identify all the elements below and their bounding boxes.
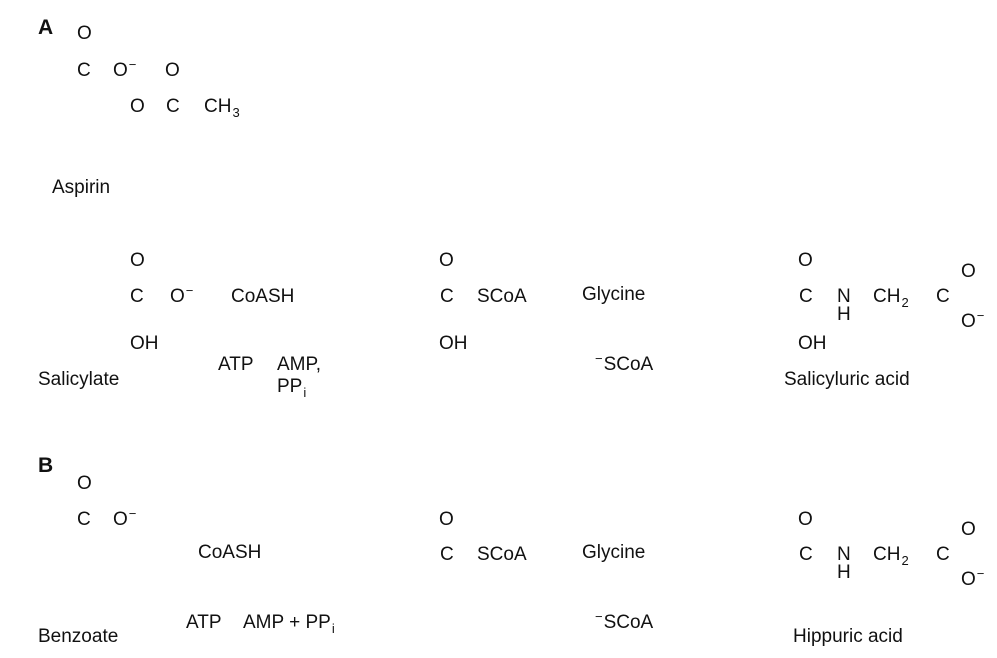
atom-o-minus: O− bbox=[170, 283, 194, 307]
panel-label-b: B bbox=[38, 454, 54, 477]
atom-c: C bbox=[77, 509, 91, 530]
compound-name-aspirin: Aspirin bbox=[52, 177, 111, 198]
atom-c-carboxyl: C bbox=[936, 286, 950, 307]
atom-c: C bbox=[440, 544, 454, 565]
reagent-glycine: Glycine bbox=[582, 542, 646, 563]
product-scoa-minus: −SCoA bbox=[595, 609, 654, 633]
atom-n: N bbox=[837, 286, 851, 307]
compound-name-salicyluric-acid: Salicyluric acid bbox=[784, 369, 910, 390]
atom-o: O bbox=[439, 509, 454, 530]
atom-o: O bbox=[961, 519, 976, 540]
group-oh: OH bbox=[439, 333, 468, 354]
atom-c: C bbox=[799, 544, 813, 565]
atom-c: C bbox=[130, 286, 144, 307]
atom-o: O bbox=[439, 250, 454, 271]
reagent-atp: ATP bbox=[218, 354, 254, 375]
compound-name-hippuric-acid: Hippuric acid bbox=[793, 626, 903, 647]
group-ch2: CH2 bbox=[873, 544, 909, 568]
reagent-glycine: Glycine bbox=[582, 284, 646, 305]
group-oh: OH bbox=[798, 333, 827, 354]
atom-o-minus: O− bbox=[961, 566, 985, 590]
atom-o: O bbox=[130, 250, 145, 271]
atom-o: O bbox=[77, 473, 92, 494]
product-amp: AMP, bbox=[277, 354, 322, 375]
atom-c: C bbox=[440, 286, 454, 307]
atom-o: O bbox=[961, 261, 976, 282]
compound-name-benzoate: Benzoate bbox=[38, 626, 119, 647]
product-ppi: PPi bbox=[277, 376, 307, 400]
atom-o-minus: O− bbox=[113, 506, 137, 530]
reagent-coash: CoASH bbox=[231, 286, 295, 307]
atom-c: C bbox=[799, 286, 813, 307]
atom-o-minus: O− bbox=[113, 57, 137, 81]
group-ch3: CH3 bbox=[204, 96, 240, 120]
atom-c-carboxyl: C bbox=[936, 544, 950, 565]
group-oh: OH bbox=[130, 333, 159, 354]
atom-o-carbonyl: O bbox=[165, 60, 180, 81]
atom-h: H bbox=[837, 304, 851, 325]
atom-o: O bbox=[77, 23, 92, 44]
atom-o-minus: O− bbox=[961, 308, 985, 332]
panel-label-a: A bbox=[38, 16, 54, 39]
atom-h: H bbox=[837, 562, 851, 583]
atom-o: O bbox=[798, 250, 813, 271]
product-amp-ppi: AMP + PPi bbox=[243, 612, 335, 636]
compound-name-salicylate: Salicylate bbox=[38, 369, 120, 390]
group-scoa: SCoA bbox=[477, 286, 527, 307]
product-scoa-minus: −SCoA bbox=[595, 351, 654, 375]
atom-c: C bbox=[77, 60, 91, 81]
group-scoa: SCoA bbox=[477, 544, 527, 565]
reagent-atp: ATP bbox=[186, 612, 222, 633]
atom-c-acetyl: C bbox=[166, 96, 180, 117]
atom-o: O bbox=[798, 509, 813, 530]
group-ch2: CH2 bbox=[873, 286, 909, 310]
reagent-coash: CoASH bbox=[198, 542, 262, 563]
atom-n: N bbox=[837, 544, 851, 565]
atom-o-ester: O bbox=[130, 96, 145, 117]
